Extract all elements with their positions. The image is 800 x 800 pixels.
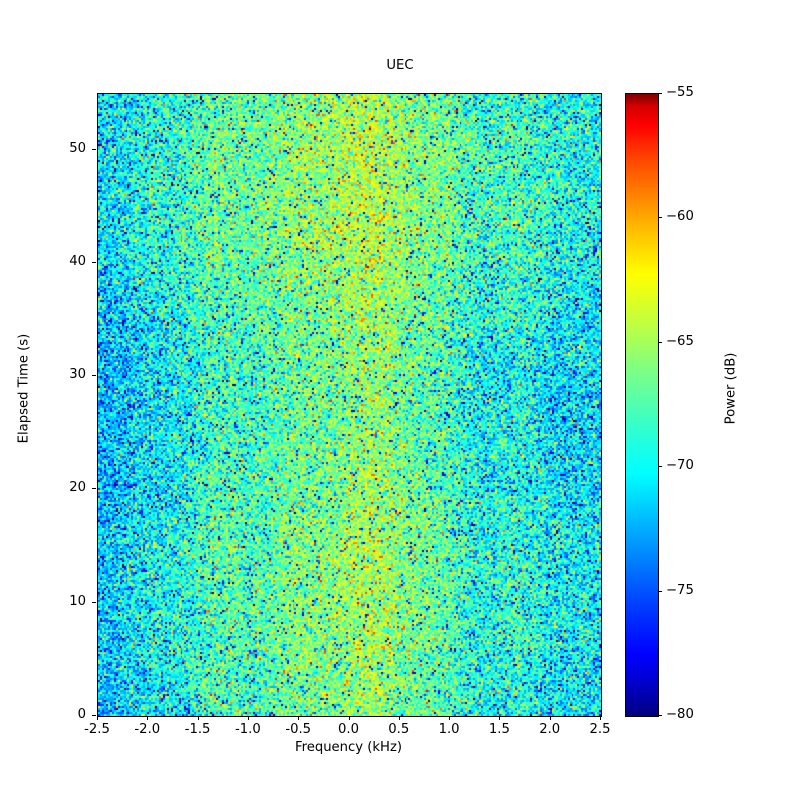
spectrogram-image (98, 94, 601, 716)
x-tick-label: 0.5 (388, 722, 410, 737)
y-tick-mark (92, 601, 96, 603)
x-tick-mark (97, 716, 98, 720)
x-tick-label: -1.5 (184, 722, 211, 737)
colorbar-tick-label: −60 (666, 209, 694, 225)
colorbar-label: Power (dB) (723, 352, 739, 425)
x-tick-label: 1.0 (438, 722, 460, 737)
y-tick-label: 10 (69, 593, 86, 609)
y-tick-label: 50 (69, 140, 86, 156)
y-tick-label: 20 (69, 480, 86, 496)
y-tick-mark (92, 715, 96, 716)
colorbar-tick-mark (658, 466, 662, 468)
y-tick-label: 30 (69, 367, 86, 383)
spectrogram-plot-area (97, 93, 602, 717)
colorbar-tick-label: −80 (666, 707, 694, 722)
x-tick-label: -1.0 (235, 722, 261, 737)
colorbar-tick-mark (658, 715, 662, 716)
title-station: UEC (386, 57, 414, 73)
colorbar-tick-mark (658, 93, 662, 94)
x-tick-mark (247, 716, 249, 720)
x-tick-label: 2.0 (539, 722, 561, 737)
y-tick-label: 40 (69, 253, 86, 269)
y-tick-mark (92, 261, 96, 263)
colorbar-tick-label: −65 (666, 333, 694, 349)
x-tick-mark (449, 716, 451, 720)
x-tick-mark (197, 716, 199, 720)
x-tick-label: -0.5 (285, 722, 312, 737)
x-tick-mark (398, 716, 400, 720)
y-tick-mark (92, 148, 96, 150)
x-tick-mark (600, 716, 601, 720)
x-tick-label: 2.5 (589, 722, 611, 737)
x-tick-mark (298, 716, 300, 720)
colorbar-tick-label: −55 (666, 85, 694, 100)
x-tick-label: -2.5 (84, 722, 110, 737)
colorbar (625, 93, 659, 717)
colorbar-tick-mark (658, 341, 662, 343)
colorbar-tick-mark (658, 590, 662, 592)
x-tick-label: -2.0 (134, 722, 161, 737)
y-tick-mark (92, 488, 96, 490)
colorbar-tick-label: −75 (666, 582, 694, 598)
colorbar-tick-label: −70 (666, 458, 694, 474)
x-tick-mark (147, 716, 149, 720)
x-axis-label: Frequency (kHz) (294, 740, 403, 755)
y-axis-label: Elapsed Time (s) (16, 333, 32, 444)
colorbar-tick-mark (658, 217, 662, 219)
x-tick-mark (348, 716, 350, 720)
x-tick-mark (499, 716, 501, 720)
y-tick-label: 0 (77, 707, 86, 722)
y-tick-mark (92, 375, 96, 377)
x-tick-label: 0.0 (338, 722, 359, 737)
x-tick-label: 1.5 (488, 722, 510, 737)
x-tick-mark (549, 716, 551, 720)
colorbar-gradient (626, 94, 658, 716)
